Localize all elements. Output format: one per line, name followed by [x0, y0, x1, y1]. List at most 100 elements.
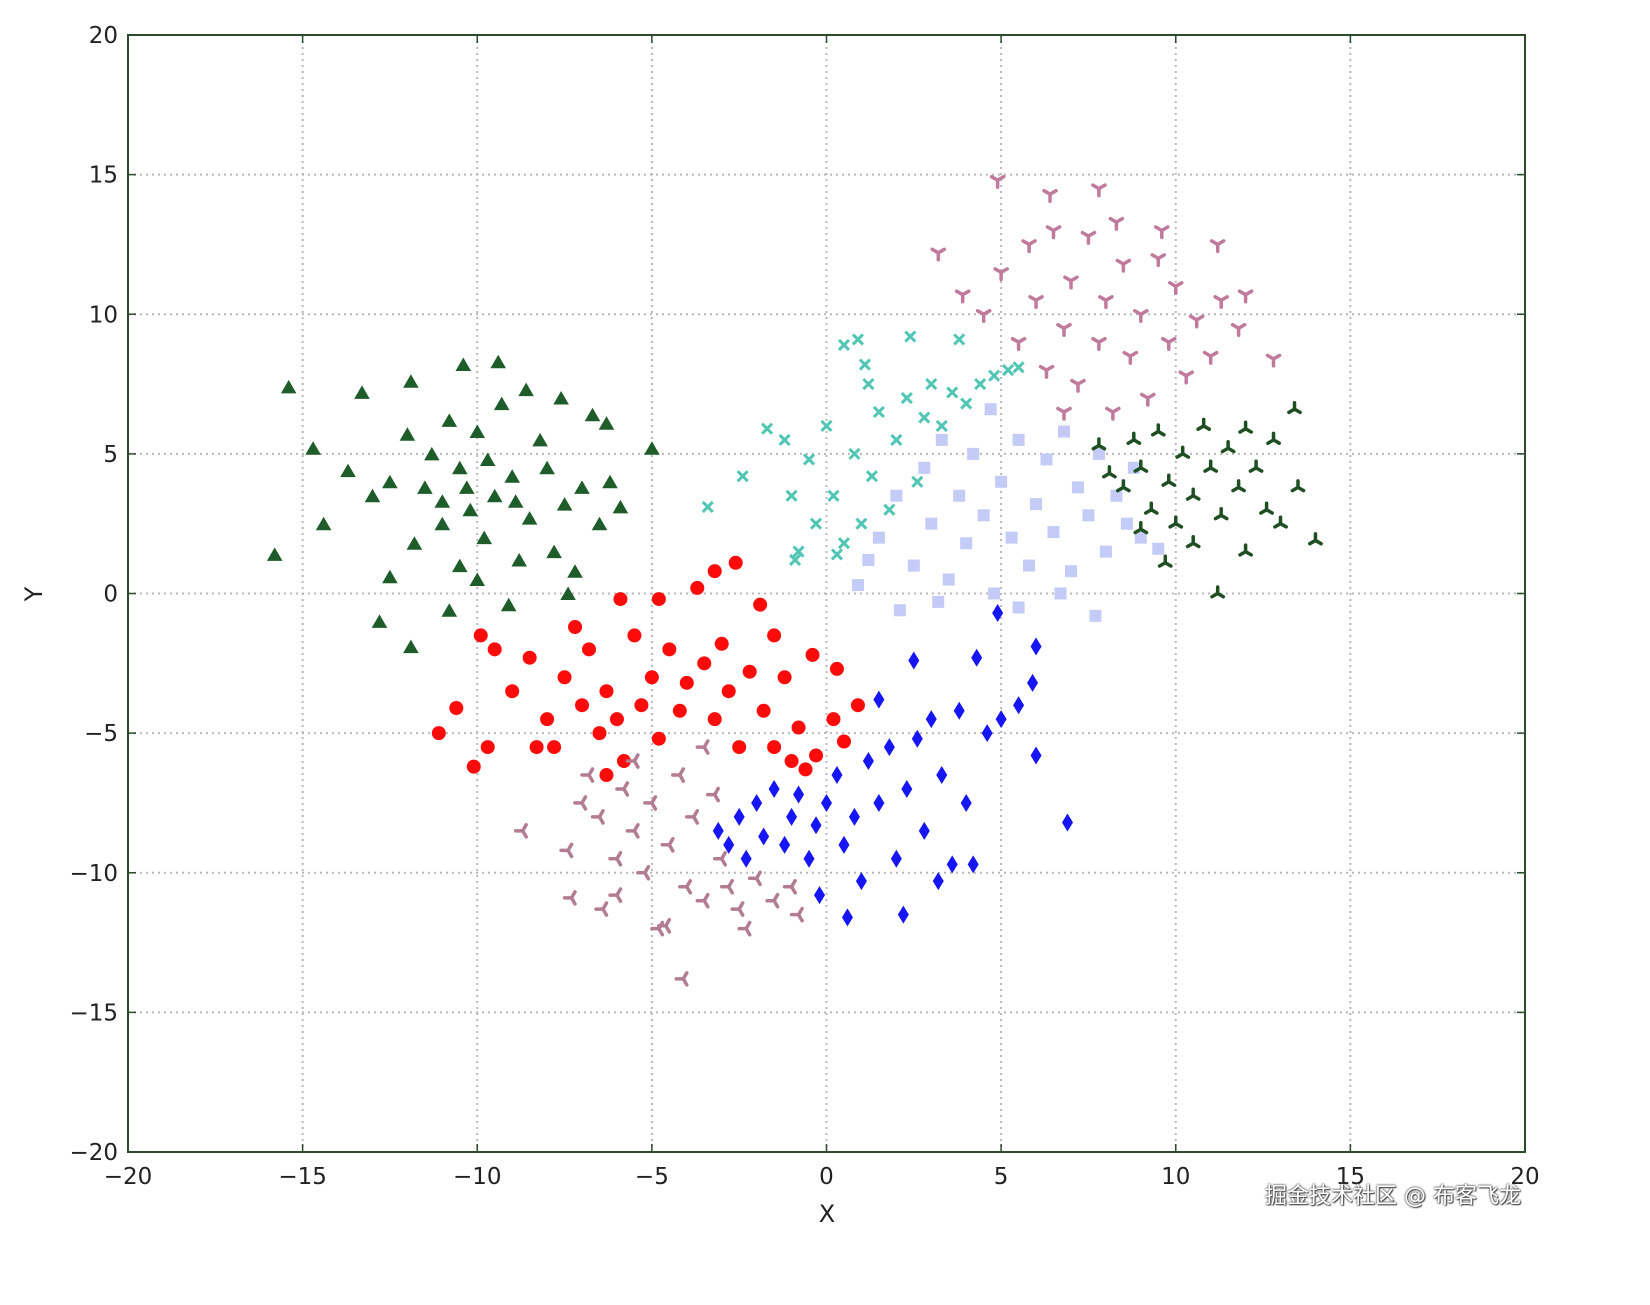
data-point — [1150, 253, 1167, 268]
data-point — [753, 597, 768, 612]
data-point — [784, 754, 799, 769]
data-point — [831, 766, 843, 785]
data-point — [814, 886, 826, 905]
data-point — [1091, 336, 1107, 351]
data-point — [742, 664, 757, 679]
data-point — [590, 809, 605, 825]
y-tick-label: 5 — [103, 442, 118, 468]
data-point — [932, 872, 944, 891]
data-point — [480, 740, 495, 755]
data-point — [1070, 378, 1086, 393]
data-point — [1012, 601, 1025, 614]
data-point — [695, 892, 710, 909]
y-tick-label: −20 — [69, 1140, 118, 1166]
y-tick-label: 0 — [103, 582, 118, 608]
data-point — [568, 620, 583, 635]
data-point — [851, 333, 864, 346]
data-point — [1202, 350, 1219, 365]
data-point — [777, 670, 792, 685]
series-x — [701, 330, 1025, 567]
data-point — [382, 569, 398, 584]
data-point — [1042, 188, 1058, 203]
data-point — [701, 500, 714, 513]
ticks: −20 −15 −10 −5 0 5 10 15 20 −20 −15 −10 −5 0 5 10 15 20 — [69, 23, 1539, 1190]
data-point — [785, 489, 798, 502]
data-point — [1089, 609, 1102, 622]
data-point — [1056, 406, 1072, 421]
data-point — [560, 586, 576, 600]
data-point — [1157, 554, 1173, 568]
data-point — [1002, 364, 1015, 377]
data-point — [721, 684, 736, 699]
data-point — [599, 684, 614, 699]
data-point — [971, 648, 983, 667]
data-point — [946, 855, 958, 874]
data-point — [1023, 559, 1036, 572]
data-point — [827, 489, 840, 502]
data-point — [960, 793, 972, 812]
data-point — [809, 517, 823, 530]
data-point — [953, 701, 965, 720]
data-point — [829, 661, 844, 676]
data-point — [1064, 565, 1077, 578]
data-point — [918, 411, 931, 424]
data-point — [671, 767, 686, 783]
data-point — [1150, 423, 1166, 437]
data-point — [848, 447, 861, 460]
data-point — [532, 432, 548, 447]
data-point — [974, 378, 987, 391]
data-point — [1238, 543, 1253, 557]
data-point — [1126, 431, 1142, 445]
data-point — [707, 712, 722, 727]
data-point — [809, 748, 824, 763]
data-point — [873, 690, 885, 709]
data-point — [602, 474, 618, 489]
data-point — [1010, 336, 1027, 351]
data-point — [967, 855, 979, 874]
data-point — [504, 469, 520, 483]
data-point — [487, 642, 502, 657]
data-point — [651, 592, 666, 607]
data-point — [967, 447, 980, 460]
data-point — [507, 494, 524, 508]
data-point — [685, 809, 700, 825]
data-point — [960, 397, 973, 410]
watermark: 掘金技术社区 @ 布客飞龙 — [1265, 1184, 1521, 1209]
x-tick-label: 0 — [819, 1164, 834, 1190]
data-point — [975, 309, 992, 324]
data-point — [737, 920, 752, 937]
data-point — [315, 516, 332, 531]
data-point — [993, 267, 1009, 282]
data-point — [820, 419, 833, 433]
data-point — [340, 463, 356, 478]
data-point — [855, 872, 867, 891]
data-point — [897, 905, 909, 924]
data-point — [574, 480, 590, 494]
data-point — [1071, 481, 1084, 494]
data-point — [1122, 350, 1139, 365]
data-point — [826, 712, 841, 727]
data-point — [1139, 392, 1156, 407]
data-point — [712, 821, 724, 840]
data-point — [559, 842, 574, 859]
data-point — [1056, 322, 1072, 337]
data-point — [403, 374, 419, 388]
data-point — [403, 639, 419, 654]
data-point — [441, 413, 458, 427]
data-point — [615, 781, 630, 797]
data-point — [782, 878, 797, 895]
data-point — [473, 628, 488, 643]
data-point — [1021, 239, 1037, 254]
data-point — [981, 724, 993, 743]
data-point — [280, 379, 297, 394]
data-point — [830, 548, 844, 561]
data-point — [805, 647, 820, 662]
data-point — [462, 502, 479, 517]
data-point — [690, 580, 705, 595]
data-point — [925, 378, 938, 391]
data-point — [768, 779, 780, 798]
data-point — [1098, 295, 1114, 310]
data-point — [1160, 336, 1177, 351]
data-point — [1273, 515, 1288, 529]
data-point — [761, 422, 774, 435]
